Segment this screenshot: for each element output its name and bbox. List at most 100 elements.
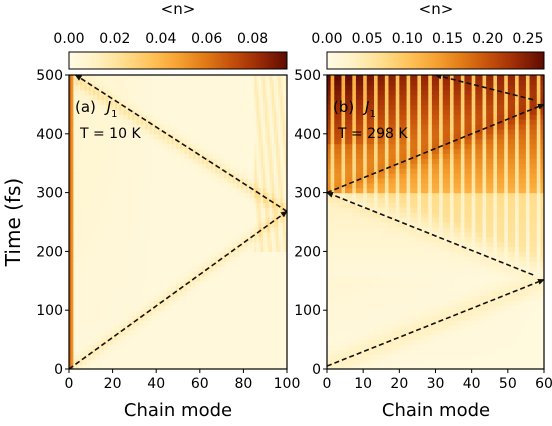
- heatmap-cell: [82, 344, 85, 350]
- heatmap-cell: [147, 359, 151, 365]
- heatmap-cell: [138, 285, 142, 292]
- heatmap-cell: [171, 271, 175, 277]
- heatmap-cell: [278, 241, 282, 248]
- heatmap-cell: [258, 295, 262, 301]
- heatmap-cell: [136, 168, 140, 174]
- heatmap-cell: [260, 143, 264, 150]
- heatmap-cell: [69, 246, 72, 252]
- heatmap-cell: [167, 187, 170, 194]
- heatmap-cell: [138, 241, 142, 248]
- heatmap-cell: [234, 315, 238, 321]
- heatmap-cell: [201, 256, 205, 262]
- heatmap-cell: [162, 222, 166, 228]
- heatmap-cell: [127, 300, 131, 306]
- heatmap-cell: [223, 305, 227, 311]
- heatmap-cell: [75, 173, 79, 179]
- heatmap-cell: [149, 212, 153, 218]
- heatmap-cell: [252, 202, 255, 208]
- heatmap-cell: [106, 231, 109, 238]
- heatmap-cell: [258, 324, 262, 331]
- heatmap-cell: [151, 359, 155, 365]
- heatmap-cell: [234, 280, 238, 287]
- heatmap-cell: [110, 192, 114, 199]
- heatmap-cell: [77, 256, 81, 262]
- heatmap-cell: [234, 236, 238, 243]
- heatmap-cell: [191, 236, 194, 243]
- heatmap-cell: [143, 275, 146, 282]
- heatmap-cell: [175, 222, 179, 228]
- heatmap-cell: [280, 290, 284, 297]
- heatmap-cell: [182, 349, 186, 355]
- heatmap-cell: [77, 285, 81, 292]
- heatmap-cell: [103, 359, 107, 365]
- heatmap-cell: [99, 153, 103, 159]
- heatmap-cell: [239, 359, 242, 365]
- heatmap-cell: [151, 222, 155, 228]
- heatmap-cell: [278, 177, 282, 184]
- heatmap-cell: [284, 354, 287, 360]
- heatmap-cell: [101, 202, 105, 208]
- heatmap-cell: [195, 349, 199, 355]
- heatmap-cell: [245, 124, 249, 130]
- heatmap-cell: [215, 138, 218, 145]
- heatmap-cell: [92, 138, 96, 145]
- heatmap-cell: [121, 359, 125, 365]
- heatmap-cell: [212, 173, 216, 179]
- heatmap-cell: [245, 261, 249, 267]
- heatmap-cell: [215, 300, 218, 306]
- heatmap-cell: [249, 148, 253, 154]
- heatmap-cell: [75, 128, 79, 135]
- heatmap-a: [69, 75, 287, 369]
- heatmap-cell: [241, 177, 244, 184]
- heatmap-cell: [90, 271, 94, 277]
- heatmap-cell: [123, 192, 127, 199]
- heatmap-cell: [178, 329, 181, 336]
- heatmap-cell: [77, 324, 81, 331]
- heatmap-cell: [182, 222, 186, 228]
- heatmap-cell: [158, 207, 162, 213]
- heatmap-cell: [180, 280, 183, 287]
- heatmap-cell: [154, 320, 157, 326]
- heatmap-cell: [99, 158, 103, 164]
- heatmap-cell: [267, 177, 271, 184]
- heatmap-cell: [138, 197, 142, 203]
- heatmap-cell: [90, 236, 94, 243]
- heatmap-cell: [77, 280, 81, 287]
- heatmap-cell: [228, 359, 231, 365]
- heatmap-cell: [228, 177, 231, 184]
- heatmap-cell: [127, 354, 131, 360]
- heatmap-cell: [260, 364, 264, 369]
- heatmap-cell: [206, 329, 210, 336]
- heatmap-cell: [101, 271, 105, 277]
- heatmap-cell: [125, 324, 129, 331]
- heatmap-cell: [276, 275, 279, 282]
- heatmap-cell: [112, 349, 116, 355]
- heatmap-cell: [147, 320, 151, 326]
- heatmap-cell: [217, 290, 221, 297]
- heatmap-cell: [90, 300, 94, 306]
- heatmap-cell: [99, 124, 103, 130]
- heatmap-cell: [136, 290, 140, 297]
- heatmap-cell: [225, 324, 229, 331]
- heatmap-cell: [162, 153, 166, 159]
- heatmap-cell: [171, 324, 175, 331]
- heatmap-cell: [269, 290, 273, 297]
- heatmap-cell: [197, 246, 201, 252]
- heatmap-cell: [221, 256, 225, 262]
- heatmap-cell: [169, 173, 173, 179]
- heatmap-cell: [92, 290, 96, 297]
- heatmap-cell: [84, 246, 88, 252]
- heatmap-cell: [110, 124, 114, 130]
- heatmap-cell: [114, 344, 118, 350]
- heatmap-cell: [276, 334, 279, 341]
- heatmap-cell: [69, 182, 72, 189]
- heatmap-cell: [134, 202, 138, 208]
- heatmap-cell: [199, 182, 203, 189]
- heatmap-cell: [95, 280, 98, 287]
- heatmap-cell: [210, 251, 214, 257]
- heatmap-cell: [247, 271, 251, 277]
- heatmap-cell: [217, 329, 221, 336]
- heatmap-cell: [154, 217, 157, 223]
- heatmap-cell: [252, 359, 255, 365]
- heatmap-cell: [86, 251, 90, 257]
